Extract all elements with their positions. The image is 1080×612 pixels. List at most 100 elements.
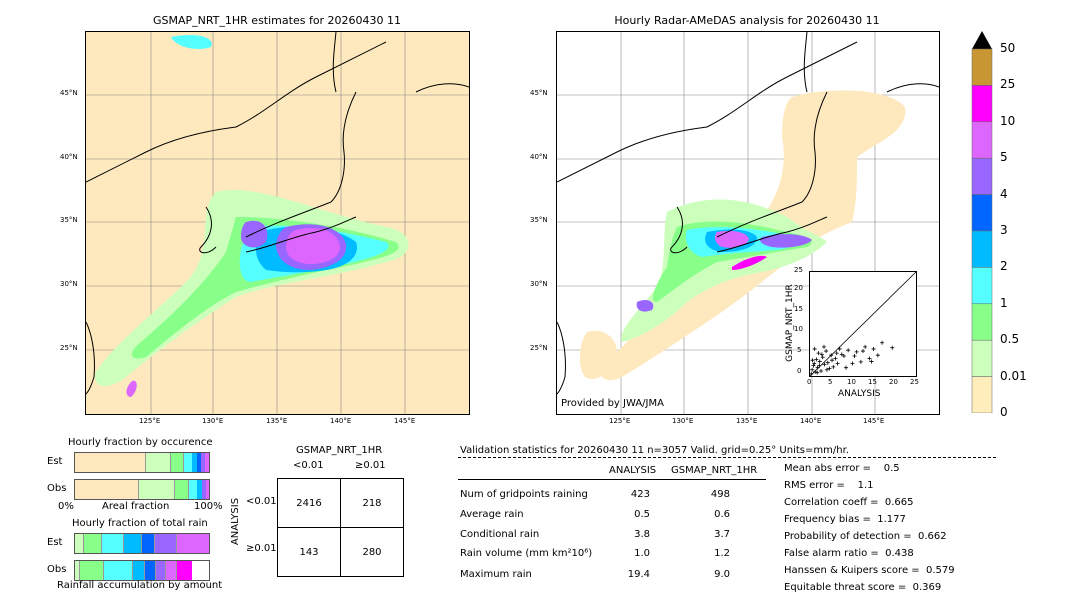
colorbar-segment	[971, 85, 993, 123]
colorbar-segment	[971, 194, 993, 232]
validation-row-label-1: Average rain	[460, 509, 524, 520]
scatter-xtick-25: 25	[910, 378, 919, 386]
validation-row-a-0: 423	[630, 489, 650, 500]
validation-col-rule	[458, 479, 766, 480]
right-lat-label-45: 45°N	[530, 89, 548, 97]
scatter-svg	[809, 271, 917, 377]
left-lat-label-25: 25°N	[60, 344, 78, 352]
validation-row-g-0: 498	[710, 489, 730, 500]
contingency-cell-10: 143	[277, 527, 341, 577]
scatter-point	[812, 361, 817, 366]
colorbar-segment	[971, 48, 993, 86]
colorbar-label: 1	[1000, 295, 1008, 310]
scatter-point	[837, 346, 842, 351]
left-lat-label-30: 30°N	[60, 280, 78, 288]
scatter-ylabel: GSMAP_NRT_1HR	[785, 284, 795, 362]
scatter-point	[811, 363, 816, 368]
colorbar-label: 10	[1000, 113, 1016, 128]
left-map-title: GSMAP_NRT_1HR estimates for 20260430 11	[152, 14, 402, 27]
scatter-point	[819, 352, 824, 357]
total-rain-bar-est	[74, 533, 210, 554]
scatter-point	[867, 356, 872, 361]
scatter-point	[846, 348, 851, 353]
colorbar-segment	[971, 121, 993, 159]
scatter-point	[835, 361, 840, 366]
scatter-point	[820, 355, 825, 360]
colorbar-label: 0.5	[1000, 332, 1020, 347]
contingency-col-lt: <0.01	[293, 460, 324, 471]
scatter-point	[829, 353, 834, 358]
score-rmse: RMS error = 1.1	[784, 480, 874, 491]
validation-row-label-4: Maximum rain	[460, 569, 532, 580]
scatter-point	[839, 352, 844, 357]
occurence-xaxis-0: 0%	[58, 501, 74, 512]
scatter-point	[830, 358, 835, 363]
scatter-ytick-10: 10	[794, 325, 803, 333]
occurence-row-obs: Obs	[47, 483, 67, 494]
provider-note: Provided by JWA/JMA	[561, 398, 664, 409]
total-rain-row-est: Est	[47, 537, 63, 548]
validation-row-a-1: 0.5	[634, 509, 650, 520]
scatter-point	[816, 351, 821, 356]
colorbar-label: 50	[1000, 41, 1016, 55]
right-map-title: Hourly Radar-AMeDAS analysis for 2026043…	[614, 14, 880, 27]
colorbar-label: 3	[1000, 223, 1008, 237]
colorbar-label: 4	[1000, 186, 1008, 201]
validation-row-g-1: 0.6	[714, 509, 730, 520]
occurence-bar-est	[74, 452, 210, 473]
left-lat-label-40: 40°N	[60, 153, 78, 161]
scatter-point	[824, 367, 829, 372]
scatter-point	[810, 358, 815, 363]
colorbar-segment	[971, 339, 993, 377]
scatter-ytick-20: 20	[794, 284, 803, 292]
validation-row-a-4: 19.4	[627, 569, 650, 580]
validation-col-gsmap: GSMAP_NRT_1HR	[671, 465, 758, 476]
right-lat-label-40: 40°N	[530, 153, 548, 161]
right-lon-label-135: 135°E	[736, 417, 758, 425]
score-corr: Correlation coeff = 0.665	[784, 497, 914, 508]
scatter-point	[817, 359, 822, 364]
scatter-point	[810, 367, 815, 372]
scatter-point	[827, 366, 832, 371]
scatter-diagonal	[809, 271, 917, 377]
left-lat-label-45: 45°N	[60, 89, 78, 97]
score-ets: Equitable threat score = 0.369	[784, 582, 942, 593]
contingency-row-axis: ANALYSIS	[230, 497, 242, 546]
scatter-point	[861, 349, 865, 354]
scatter-point	[831, 364, 836, 369]
validation-row-g-2: 3.7	[714, 529, 730, 540]
contingency-cell-01: 218	[340, 478, 404, 528]
contingency-cell-11: 280	[340, 527, 404, 577]
right-lon-label-140: 140°E	[800, 417, 822, 425]
scatter-point	[809, 371, 814, 376]
left-lon-label-125: 125°E	[139, 417, 161, 425]
validation-row-label-3: Rain volume (mm km²10⁶)	[460, 548, 593, 559]
scatter-xlabel: ANALYSIS	[838, 389, 881, 399]
scatter-point	[824, 349, 829, 354]
contingency-cell-00: 2416	[277, 478, 341, 528]
colorbar-label: 5	[1000, 150, 1008, 165]
score-far: False alarm ratio = 0.438	[784, 548, 914, 559]
scatter-point	[813, 369, 818, 374]
contingency-row-ge: ≥0.01	[246, 543, 277, 554]
scatter-point	[875, 353, 880, 358]
total-rain-title: Hourly fraction of total rain	[72, 518, 208, 529]
scatter-point	[844, 365, 849, 370]
scatter-point	[833, 356, 838, 361]
scatter-xtick-5: 5	[828, 378, 833, 386]
right-lat-label-25: 25°N	[530, 344, 548, 352]
scatter-point	[815, 370, 820, 375]
scatter-point	[815, 365, 820, 370]
left-lat-label-35: 35°N	[60, 216, 78, 224]
left-map-svg	[86, 32, 469, 414]
scatter-point	[880, 340, 885, 345]
left-lon-label-130: 130°E	[202, 417, 224, 425]
colorbar-svg	[971, 31, 993, 414]
scatter-point	[854, 349, 859, 354]
scatter-point	[863, 344, 868, 349]
colorbar-label: 0	[1000, 405, 1008, 419]
validation-row-label-0: Num of gridpoints raining	[460, 489, 588, 500]
scatter-point	[869, 359, 874, 364]
occurence-title: Hourly fraction by occurence	[68, 437, 213, 448]
validation-row-g-4: 9.0	[714, 569, 730, 580]
